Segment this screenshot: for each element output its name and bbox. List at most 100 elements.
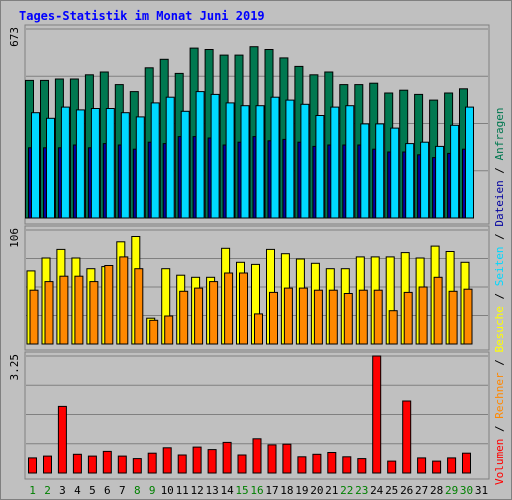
seiten-bar-day-30 xyxy=(465,106,474,219)
side-legend-part: Besuche xyxy=(493,306,506,352)
day-label-30: 30 xyxy=(460,484,473,497)
seiten-bar-day-9 xyxy=(150,102,160,219)
volumen-bar-day-20 xyxy=(312,453,322,474)
volumen-bar-day-18 xyxy=(282,443,292,474)
seiten-bar-day-14 xyxy=(225,102,235,219)
rechner-bar-day-12 xyxy=(194,287,204,345)
volumen-bar-day-4 xyxy=(72,453,82,474)
seiten-bar-day-16 xyxy=(255,105,265,219)
day-label-19: 19 xyxy=(295,484,308,497)
day-label-16: 16 xyxy=(250,484,263,497)
seiten-bar-day-11 xyxy=(180,110,190,219)
day-label-3: 3 xyxy=(59,484,66,497)
seiten-bar-day-29 xyxy=(450,124,460,219)
side-legend-part: Dateien xyxy=(493,180,506,226)
rechner-bar-day-20 xyxy=(313,289,323,345)
seiten-bar-day-20 xyxy=(315,115,325,219)
series-rechner xyxy=(29,256,473,345)
volumen-bar-day-21 xyxy=(327,452,337,474)
rechner-bar-day-16 xyxy=(254,313,263,345)
seiten-bar-day-25 xyxy=(390,127,400,219)
rechner-bar-day-27 xyxy=(418,286,428,345)
series-volumen xyxy=(28,355,471,474)
day-label-20: 20 xyxy=(310,484,323,497)
seiten-bar-day-4 xyxy=(75,109,85,219)
y-axis-max-label: 3.25 xyxy=(8,354,21,381)
rechner-bar-day-23 xyxy=(358,289,368,345)
day-label-9: 9 xyxy=(149,484,156,497)
rechner-bar-day-9 xyxy=(149,319,159,345)
day-label-4: 4 xyxy=(74,484,81,497)
side-legend-part: Anfragen xyxy=(493,107,506,160)
vertical-series-legend: Volumen / Rechner / Besuche / Seiten / D… xyxy=(493,107,506,485)
side-legend-part: Volumen xyxy=(493,439,506,485)
rechner-bar-day-10 xyxy=(164,315,174,345)
rechner-bar-day-22 xyxy=(343,293,353,345)
seiten-bar-day-5 xyxy=(90,108,100,219)
day-label-23: 23 xyxy=(355,484,368,497)
day-label-5: 5 xyxy=(89,484,96,497)
volumen-bar-day-3 xyxy=(57,405,67,474)
seiten-bar-day-28 xyxy=(435,145,445,219)
rechner-bar-day-26 xyxy=(403,291,413,345)
rechner-bar-day-28 xyxy=(433,276,443,345)
rechner-bar-day-25 xyxy=(388,310,398,345)
day-label-18: 18 xyxy=(280,484,293,497)
day-label-11: 11 xyxy=(176,484,189,497)
rechner-bar-day-3 xyxy=(59,275,69,345)
volumen-bar-day-29 xyxy=(447,457,457,474)
seiten-bar-day-24 xyxy=(375,123,385,219)
side-legend-part: / xyxy=(493,419,506,439)
panel-2: 106 xyxy=(8,225,490,351)
side-legend-part: / xyxy=(493,353,506,373)
rechner-bar-day-8 xyxy=(134,268,144,345)
rechner-bar-day-18 xyxy=(283,287,293,345)
seiten-bar-day-17 xyxy=(270,96,280,219)
panel-3: 3.25 xyxy=(8,351,490,480)
seiten-bar-day-27 xyxy=(420,141,430,219)
volumen-bar-day-19 xyxy=(297,456,307,474)
volumen-bar-day-17 xyxy=(267,444,277,474)
rechner-bar-day-6 xyxy=(104,265,114,345)
volumen-bar-day-26 xyxy=(402,400,412,474)
volumen-bar-day-27 xyxy=(417,457,427,474)
side-legend-part: / xyxy=(493,160,506,180)
rechner-bar-day-15 xyxy=(239,272,248,345)
rechner-bar-day-24 xyxy=(373,289,383,345)
day-label-27: 27 xyxy=(415,484,428,497)
seiten-bar-day-26 xyxy=(405,143,415,219)
series-seiten xyxy=(31,91,474,219)
side-legend-part: / xyxy=(493,227,506,247)
day-label-1: 1 xyxy=(29,484,36,497)
seiten-bar-day-21 xyxy=(330,106,340,219)
seiten-bar-day-12 xyxy=(195,91,205,219)
volumen-bar-day-6 xyxy=(102,450,112,474)
seiten-bar-day-22 xyxy=(345,105,355,219)
seiten-bar-day-23 xyxy=(360,123,370,219)
volumen-bar-day-10 xyxy=(162,447,172,474)
seiten-bar-day-3 xyxy=(60,106,70,219)
rechner-bar-day-19 xyxy=(298,287,308,345)
rechner-bar-day-21 xyxy=(328,289,338,345)
day-label-17: 17 xyxy=(265,484,278,497)
rechner-bar-day-29 xyxy=(448,290,458,345)
day-label-25: 25 xyxy=(385,484,398,497)
day-label-8: 8 xyxy=(134,484,141,497)
seiten-bar-day-15 xyxy=(240,105,250,219)
day-label-7: 7 xyxy=(119,484,126,497)
volumen-bar-day-13 xyxy=(207,449,217,474)
rechner-bar-day-14 xyxy=(224,272,234,345)
rechner-bar-day-7 xyxy=(119,256,129,345)
day-label-28: 28 xyxy=(430,484,443,497)
y-axis-max-label: 673 xyxy=(8,27,21,47)
day-label-2: 2 xyxy=(44,484,51,497)
seiten-bar-day-2 xyxy=(46,117,55,219)
rechner-bar-day-2 xyxy=(44,281,54,345)
seiten-bar-day-6 xyxy=(105,108,115,219)
day-label-22: 22 xyxy=(340,484,353,497)
volumen-bar-day-15 xyxy=(237,454,247,474)
side-legend-part: Rechner xyxy=(493,372,506,419)
seiten-bar-day-13 xyxy=(210,93,220,219)
seiten-bar-day-10 xyxy=(165,96,175,219)
